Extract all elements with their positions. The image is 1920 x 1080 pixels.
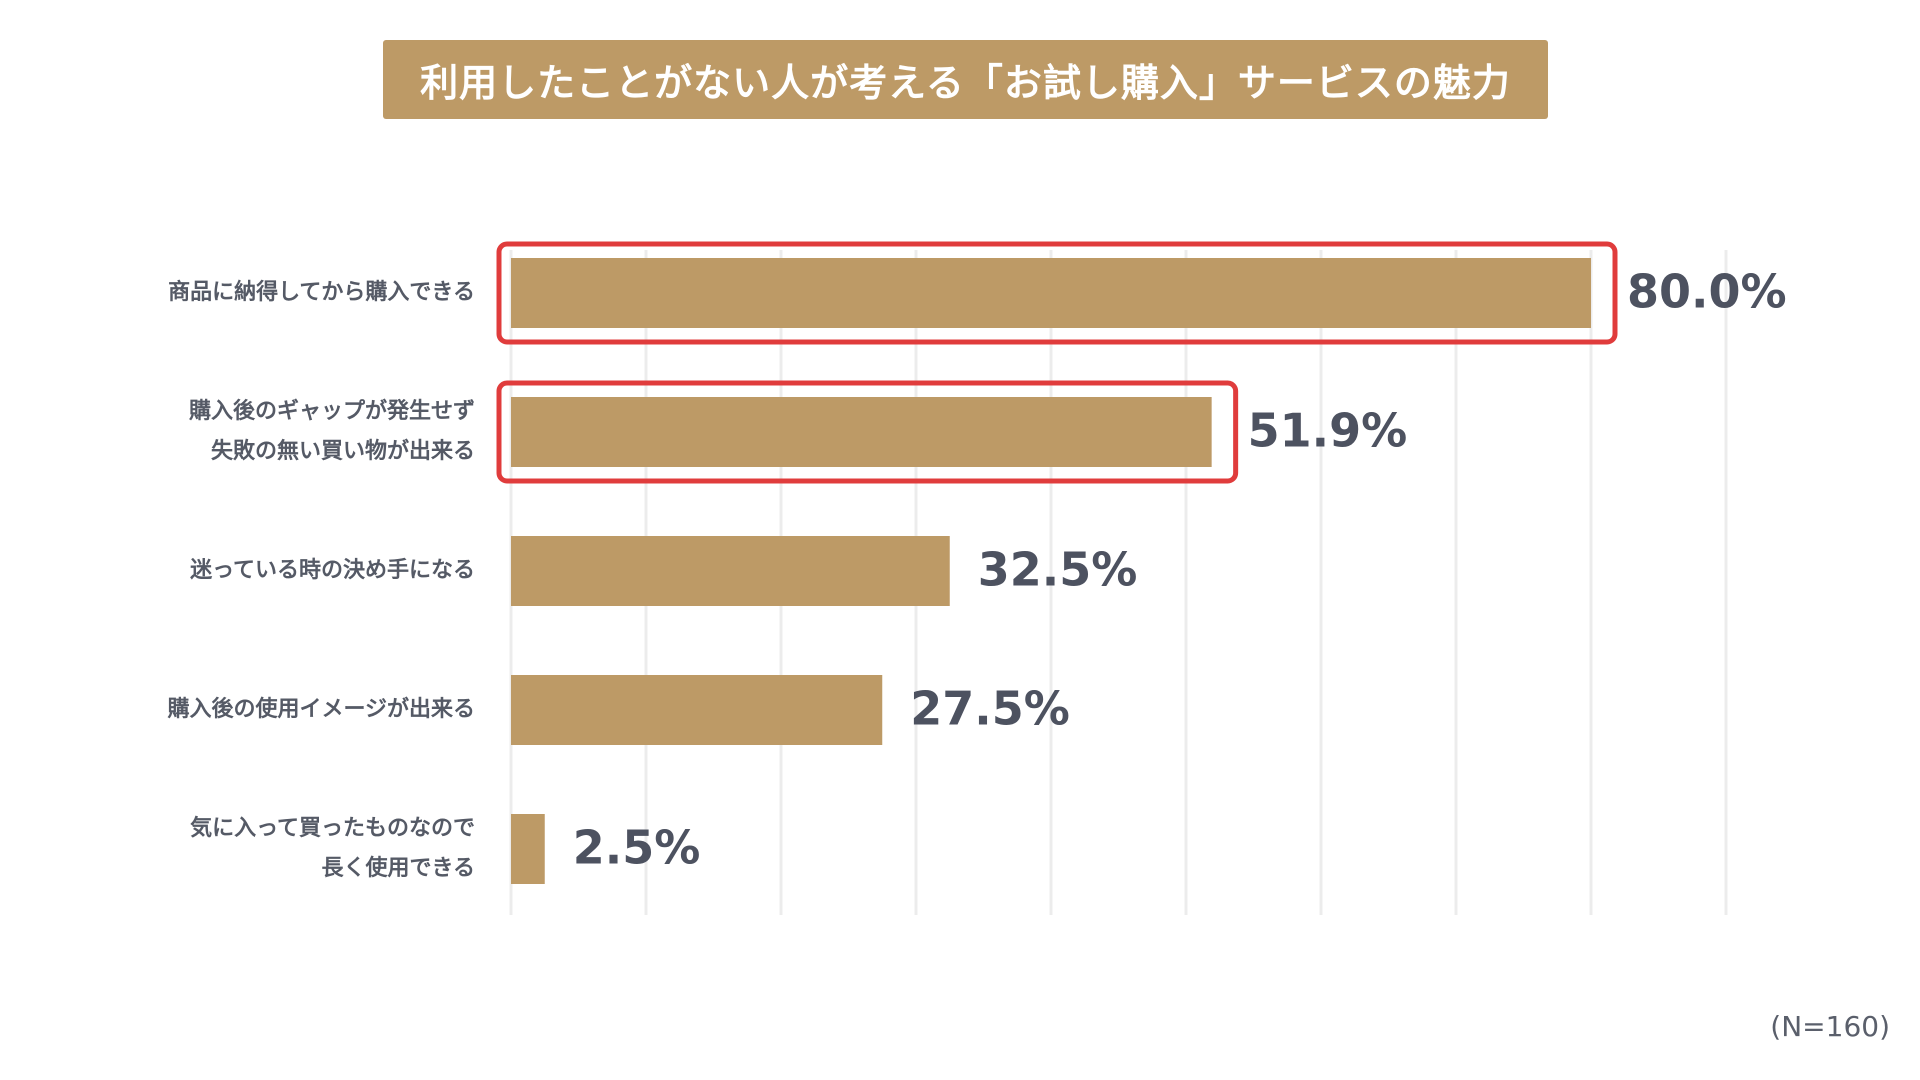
category-label: 商品に納得してから購入できる (168, 279, 475, 305)
category-label: 購入後のギャップが発生せず (189, 398, 475, 424)
category-label: 迷っている時の決め手になる (189, 558, 475, 583)
bar (511, 258, 1591, 328)
highlight-box (496, 241, 1618, 345)
sample-size-note: (N=160) (1770, 1010, 1890, 1043)
category-label: 購入後の使用イメージが出来る (167, 696, 475, 722)
bar (511, 397, 1212, 467)
category-label: 長く使用できる (321, 856, 475, 881)
highlight-boxes (496, 241, 1618, 484)
highlight-box (496, 380, 1239, 484)
value-label: 2.5% (573, 821, 701, 875)
bars (511, 258, 1591, 884)
chart-title: 利用したことがない人が考える「お試し購入」サービスの魅力 (383, 40, 1548, 119)
value-label: 32.5% (978, 543, 1138, 597)
bar (511, 536, 950, 606)
category-labels: 商品に納得してから購入できる購入後のギャップが発生せず失敗の無い買い物が出来る迷… (167, 279, 475, 881)
bar (511, 675, 883, 745)
value-labels: 80.0% 51.9% 32.5% 27.5% 2.5% (573, 265, 1787, 875)
category-label: 気に入って買ったものなので (190, 815, 475, 841)
value-label: 27.5% (910, 682, 1070, 736)
category-label: 失敗の無い買い物が出来る (211, 438, 475, 464)
value-label: 51.9% (1248, 404, 1408, 458)
bar (511, 814, 545, 884)
value-label: 80.0% (1627, 265, 1787, 319)
